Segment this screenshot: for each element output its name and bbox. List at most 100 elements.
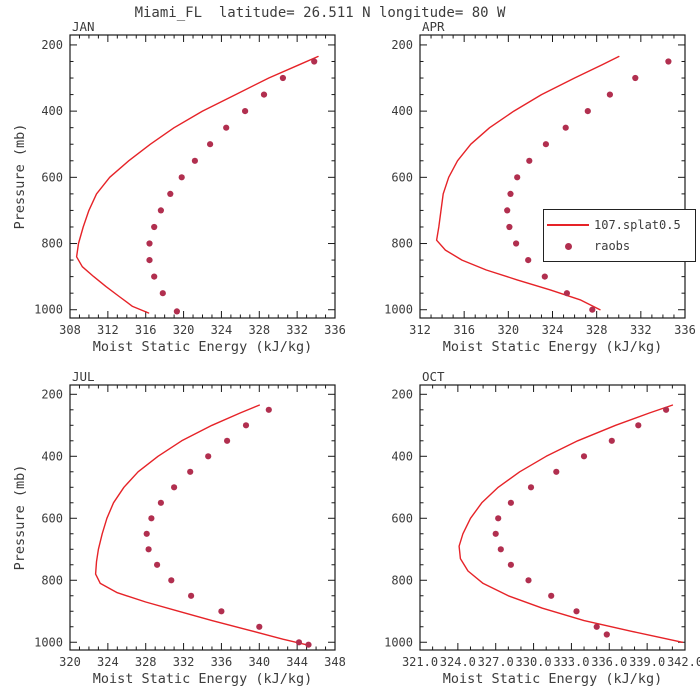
x-tick-label: 324: [542, 323, 564, 337]
raobs-dot: [527, 484, 535, 491]
raobs-dot: [497, 546, 504, 553]
y-axis-title: Pressure (mb): [12, 465, 28, 571]
raobs-dot: [188, 592, 195, 599]
raobs-dot: [224, 437, 231, 444]
x-tick-label: 328: [248, 323, 270, 337]
raobs-dot: [242, 108, 249, 115]
raobs-dot: [151, 273, 158, 280]
y-tick-label: 400: [41, 449, 63, 463]
model-line: [435, 55, 620, 311]
raobs-dot: [507, 561, 514, 568]
raobs-dot: [603, 631, 610, 638]
raobs-dot: [589, 306, 596, 313]
panel-oct: 321.0 324.0 327.0 330.0 333.0 336.0 339.0 342.0…: [384, 369, 700, 687]
raobs-dot: [553, 468, 560, 475]
panel-label: JUL: [72, 369, 95, 384]
x-tick-label: 312: [409, 323, 431, 337]
tick-labels: 308 312 316 320 324 328 332 336 200 400 600 800 1000: [34, 38, 346, 337]
raobs-dot: [159, 290, 166, 297]
tick-labels: 312 316 320 324 328 332 336 200 400 600 800 1000: [384, 38, 696, 337]
raobs-dot: [665, 58, 672, 65]
raobs-dot: [311, 58, 318, 65]
x-tick-label: 336: [674, 323, 696, 337]
raobs-dot: [495, 515, 502, 522]
raobs-dot: [242, 422, 250, 429]
x-axis-title: Moist Static Energy (kJ/kg): [93, 671, 312, 687]
raobs-dot: [548, 592, 555, 599]
raobs-dot: [157, 499, 164, 506]
plot-frame: [419, 34, 686, 319]
x-tick-label: 344: [286, 655, 308, 669]
panel-label: OCT: [422, 369, 445, 384]
x-tick-label: 321.0: [402, 655, 438, 669]
model-line: [75, 55, 319, 314]
x-tick-label: 332: [630, 323, 652, 337]
tick-labels: 320 324 328 332 336 340 344 348 200 400 600 800 1000: [34, 387, 346, 669]
x-tick-label: 336: [324, 323, 346, 337]
raobs-dot: [513, 240, 520, 247]
panel-jan: 308 312 316 320 324 328 332 336 200 400 600 800 1000…: [12, 19, 346, 355]
raobs-dot: [279, 74, 286, 82]
raobs-dot: [143, 530, 150, 537]
y-tick-label: 800: [391, 237, 413, 251]
raobs-dot: [663, 406, 670, 413]
x-tick-label: 308: [59, 323, 81, 337]
raobs-dot: [542, 141, 550, 148]
y-tick-label: 800: [41, 573, 63, 587]
x-axis-title: Moist Static Energy (kJ/kg): [93, 339, 312, 355]
raobs-dot: [563, 290, 571, 297]
y-tick-label: 200: [391, 38, 413, 52]
y-tick-label: 600: [41, 170, 63, 184]
y-tick-label: 1000: [384, 635, 413, 649]
raobs-dot-sample-icon: [564, 242, 572, 250]
y-tick-label: 200: [41, 387, 63, 401]
panel-label: APR: [422, 19, 445, 34]
raobs-dot: [256, 623, 263, 630]
raobs-dot: [295, 639, 303, 646]
x-tick-label: 324: [97, 655, 119, 669]
y-tick-label: 200: [391, 387, 413, 401]
raobs-dot: [305, 641, 312, 648]
raobs-dot: [507, 190, 514, 197]
raobs-dot: [178, 174, 185, 181]
raobs-dot: [606, 91, 614, 98]
legend-label-model: 107.splat0.5: [594, 217, 681, 232]
x-tick-label: 327.0: [478, 655, 514, 669]
y-tick-label: 1000: [384, 303, 413, 317]
raobs-dot: [146, 240, 153, 247]
model-line: [94, 404, 311, 647]
raobs-dot: [223, 124, 230, 131]
x-tick-label: 342.0: [667, 655, 700, 669]
raobs-dot: [573, 608, 580, 615]
y-tick-label: 400: [391, 449, 413, 463]
x-tick-label: 330.0: [516, 655, 552, 669]
raobs-dot: [157, 207, 164, 214]
tick-labels: 321.0 324.0 327.0 330.0 333.0 336.0 339.0 342.0…: [384, 387, 700, 669]
raobs-dots: [143, 406, 312, 648]
raobs-dot: [525, 257, 532, 264]
raobs-dot: [608, 437, 615, 444]
plot-frame: [419, 384, 686, 651]
y-tick-label: 400: [41, 104, 63, 118]
raobs-dot: [205, 453, 212, 460]
x-tick-label: 312: [97, 323, 119, 337]
raobs-dot: [507, 499, 514, 506]
x-tick-label: 324: [211, 323, 233, 337]
raobs-dot: [260, 91, 268, 98]
x-tick-label: 320: [173, 323, 195, 337]
ticks: [69, 35, 336, 318]
y-tick-label: 200: [41, 38, 63, 52]
legend-item-model: 107.splat0.5: [547, 218, 695, 232]
raobs-dot: [154, 561, 161, 568]
plot-frame: [69, 384, 336, 651]
y-tick-label: 800: [391, 573, 413, 587]
x-tick-label: 316: [135, 323, 157, 337]
raobs-dot: [514, 174, 521, 181]
x-tick-label: 333.0: [553, 655, 589, 669]
raobs-dots: [492, 406, 670, 638]
raobs-dot: [593, 623, 600, 630]
x-axis-title: Moist Static Energy (kJ/kg): [443, 671, 662, 687]
y-tick-label: 400: [391, 104, 413, 118]
raobs-dot: [151, 223, 158, 231]
x-tick-label: 328: [586, 323, 608, 337]
